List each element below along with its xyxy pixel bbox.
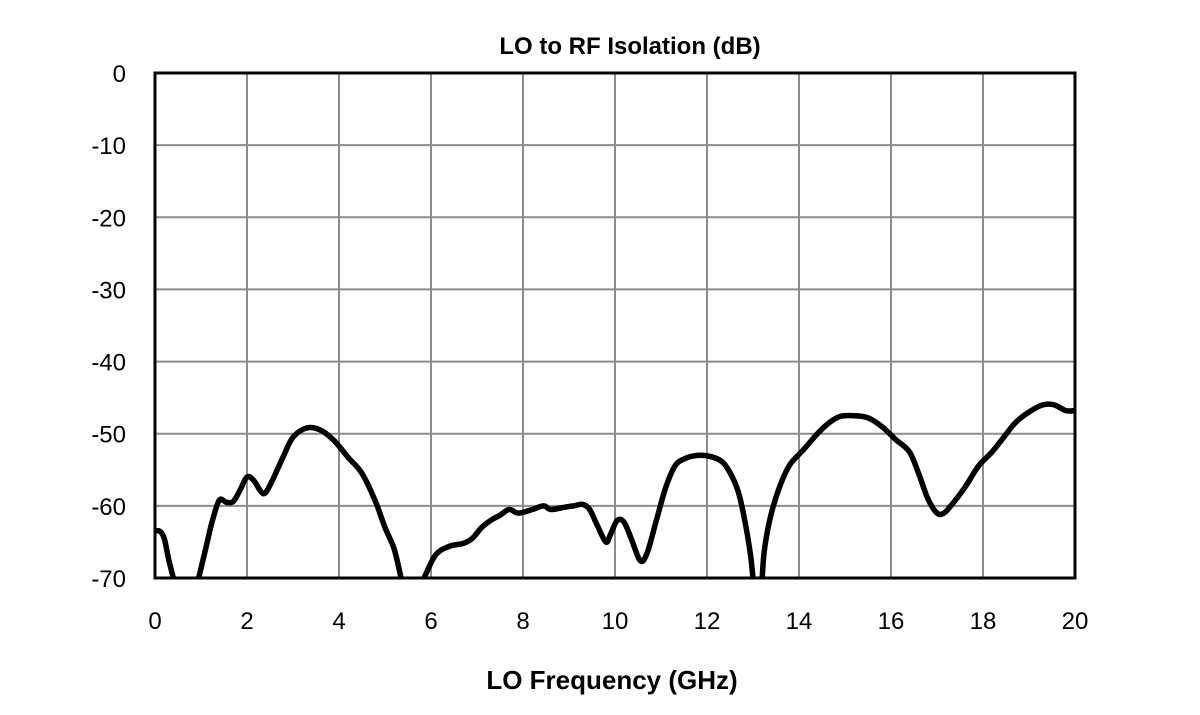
y-tick-label: -70: [91, 566, 126, 593]
x-axis-ticks: 0 2 4 6 8 10 12 14 16 18 20: [148, 608, 1088, 635]
x-tick-label: 8: [516, 608, 529, 635]
series-line-segment: [155, 527, 177, 578]
x-tick-label: 10: [602, 608, 629, 635]
x-tick-label: 6: [424, 608, 437, 635]
x-tick-label: 18: [970, 608, 997, 635]
plot-area: [155, 401, 1075, 578]
x-tick-label: 2: [240, 608, 253, 635]
x-axis-label: LO Frequency (GHz): [486, 665, 737, 695]
y-tick-label: -20: [91, 205, 126, 232]
y-axis-ticks: 0 -10 -20 -30 -40 -50 -60 -70: [91, 61, 126, 593]
y-tick-label: 0: [113, 61, 126, 88]
plot-frame: [153, 71, 1077, 580]
y-tick-label: -50: [91, 422, 126, 449]
series-line-segment: [421, 452, 756, 578]
series-line-segment: [759, 401, 1075, 578]
x-tick-label: 12: [694, 608, 721, 635]
y-tick-label: -60: [91, 494, 126, 521]
y-tick-label: -30: [91, 277, 126, 304]
chart-title: LO to RF Isolation (dB): [499, 33, 760, 60]
y-tick-label: -10: [91, 133, 126, 160]
x-tick-label: 0: [148, 608, 161, 635]
x-tick-label: 16: [878, 608, 905, 635]
y-tick-label: -40: [91, 350, 126, 377]
series-curve: [155, 401, 1075, 578]
series-line-segment: [195, 424, 404, 578]
x-tick-label: 4: [332, 608, 345, 635]
x-tick-label: 14: [786, 608, 813, 635]
x-tick-label: 20: [1062, 608, 1089, 635]
gridlines: [154, 72, 1076, 579]
